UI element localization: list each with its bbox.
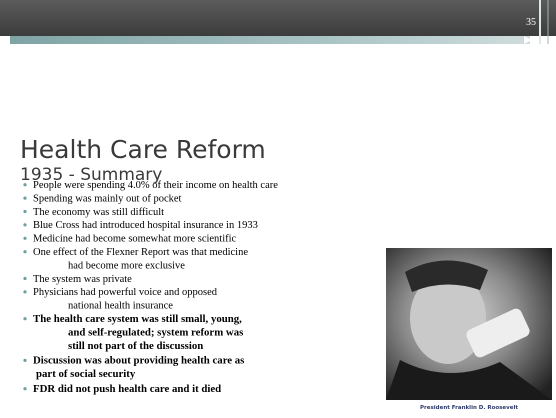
bullet-text: The system was private (33, 274, 132, 285)
bullet-dot (23, 277, 26, 280)
bullet-text: People were spending 4.0% of their incom… (33, 180, 278, 191)
bullet-dot (23, 197, 26, 200)
bullet-dot (23, 237, 26, 240)
bullet-text: The economy was still difficult (33, 207, 164, 218)
bullet-list: People were spending 4.0% of their incom… (23, 180, 278, 395)
bullet-text: Medicine had become somewhat more scient… (33, 234, 237, 245)
header-band (10, 36, 530, 44)
bullet-dot (23, 290, 26, 293)
bullet-text: and self-regulated; system reform was (68, 326, 243, 338)
bullet-dot (23, 183, 26, 186)
bullet-text: still not part of the discussion (68, 340, 203, 352)
bullet-dot (23, 223, 26, 226)
slide-canvas: 35 Health Care Reform 1935 - Summary Peo… (0, 0, 556, 418)
photo-caption: President Franklin D. Roosevelt (420, 405, 518, 411)
header-bar (0, 0, 556, 36)
bullet-dot (23, 250, 26, 253)
bullet-text: Discussion was about providing health ca… (33, 355, 244, 367)
bullet-dot (23, 317, 26, 320)
bullet-dot (23, 359, 26, 362)
bullet-text: Physicians had powerful voice and oppose… (33, 287, 218, 298)
bullet-text: part of social security (36, 368, 136, 380)
slide-title: Health Care Reform (20, 135, 266, 164)
bullet-text: Spending was mainly out of pocket (33, 193, 182, 204)
bullet-dot (23, 210, 26, 213)
slide: 35 Health Care Reform 1935 - Summary Peo… (0, 0, 556, 418)
bullet-text: national health insurance (68, 301, 173, 312)
bullet-text: had become more exclusive (68, 260, 185, 271)
bullet-text: One effect of the Flexner Report was tha… (33, 247, 248, 258)
bullet-dot (23, 387, 26, 390)
bullet-text: Blue Cross had introduced hospital insur… (33, 220, 258, 231)
photo (386, 248, 552, 400)
bullet-text: The health care system was still small, … (33, 313, 242, 325)
bullet-text: FDR did not push health care and it died (33, 383, 221, 395)
slide-number: 35 (526, 17, 536, 28)
